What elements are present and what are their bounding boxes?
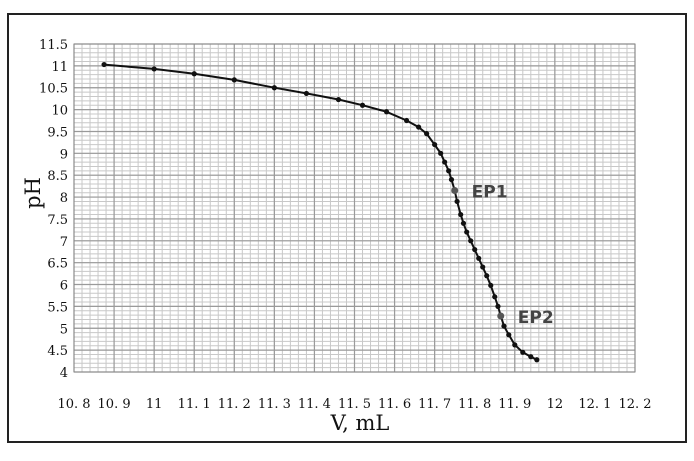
data-point [520,349,526,355]
x-axis-tick-labels: 10. 8 10. 9 11 11. 1 11. 2 11. 3 11. 4 11. 5 11.… [57,397,651,412]
y-tick-label: 10.5 [39,82,68,97]
data-point [458,211,464,218]
data-point [501,323,507,329]
data-point [468,238,474,244]
y-tick-label: 6 [60,279,68,294]
x-tick-label: 12. 1 [578,397,611,412]
x-tick-label: 11. 3 [258,397,291,412]
x-tick-label: 11. 9 [498,397,531,412]
data-point [416,124,422,130]
data-point [303,90,310,97]
x-tick-label: 11. 6 [378,397,411,412]
y-tick-label: 4 [60,366,68,381]
x-tick-label: 10. 8 [57,397,90,412]
x-axis-label: V, mL [330,411,390,435]
y-tick-label: 5.5 [47,300,68,315]
plot-area-border [73,43,636,373]
data-point [438,150,444,156]
y-tick-label: 9.5 [47,125,68,140]
y-tick-label: 8.5 [47,169,68,184]
data-point [488,282,494,289]
data-point [403,117,410,124]
y-tick-label: 11.5 [39,38,68,53]
x-tick-label: 11. 4 [298,397,331,412]
data-point [492,294,498,300]
x-tick-label: 12 [547,397,564,412]
data-point [528,354,534,360]
x-tick-label: 11. 2 [218,397,251,412]
y-tick-label: 8 [60,191,68,206]
data-point [484,273,490,279]
data-point [101,61,107,68]
data-point [534,357,540,363]
x-tick-label: 11. 7 [418,397,451,412]
x-tick-label: 11. 1 [178,397,211,412]
data-point [271,85,277,91]
x-tick-label: 10. 9 [98,397,131,412]
data-point [151,66,157,72]
y-tick-label: 5 [60,322,68,337]
data-point [432,141,438,148]
annotations: EP1 EP2 [451,183,554,328]
data-point [460,220,467,226]
y-axis-label: pH [21,177,45,209]
y-tick-label: 6.5 [47,257,68,272]
x-tick-label: 11. 5 [338,397,371,412]
data-point [454,198,460,205]
data-point [480,264,486,270]
data-point [472,246,478,253]
y-tick-label: 11 [51,60,68,75]
y-tick-label: 4.5 [47,344,68,359]
data-point [335,96,342,103]
y-tick-label: 9 [60,147,68,162]
data-point [448,176,455,183]
data-point [464,229,470,235]
endpoint-marker [497,312,505,320]
data-point [424,131,430,137]
data-point [442,159,448,165]
data-point [231,77,237,83]
endpoint-marker [451,187,459,195]
data-point [446,168,452,174]
data-point [512,342,518,348]
y-axis-tick-labels: 4 4.5 5 5.5 6 6.5 7 7.5 8 8.5 9 9.5 10 10.5 11 11.5 [39,38,68,381]
data-point [476,255,482,261]
data-point [191,71,197,77]
x-tick-label: 12. 2 [618,397,651,412]
y-tick-label: 10 [51,104,68,119]
x-tick-label: 11. 8 [458,397,491,412]
series-markers [101,61,540,363]
y-tick-label: 7.5 [47,213,68,228]
endpoint-label: EP2 [518,308,554,328]
x-tick-label: 11 [146,397,163,412]
data-point [383,109,390,115]
data-point [495,303,501,309]
data-point [359,102,366,108]
data-point [506,332,512,338]
y-tick-label: 7 [60,235,68,250]
endpoint-label: EP1 [472,183,508,203]
